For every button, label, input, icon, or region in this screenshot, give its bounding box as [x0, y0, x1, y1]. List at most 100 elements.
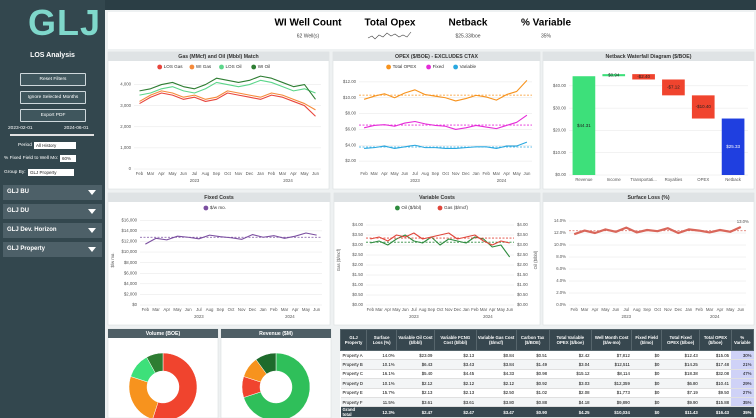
table-cell: $4.45: [434, 369, 477, 380]
button[interactable]: Export PDF: [20, 109, 86, 122]
table-cell: Property B: [340, 359, 367, 370]
panel-header: [221, 329, 331, 338]
panel-header: [543, 193, 754, 202]
kpi-title: Total Opex: [365, 18, 416, 29]
legend-label: Total OPEX: [393, 64, 417, 69]
filter-dropdown[interactable]: GLJ Dev. Horizon: [3, 223, 102, 238]
table-row: Property C 16.1% $5.40 $4.45 $4.33 $0.98 $15.1…: [340, 369, 754, 380]
y-tick-label: $0.50: [352, 292, 363, 297]
x-tick-label: Oct: [224, 171, 231, 176]
panel: [332, 51, 541, 190]
y-axis-label: $/w mo.: [110, 252, 115, 267]
y-tick-label: $4.00: [517, 222, 528, 227]
table-cell: 21%: [731, 359, 754, 370]
table-cell: 35%: [731, 406, 754, 418]
x-tick-label: Dec: [454, 307, 462, 312]
table-cell: $3.03: [549, 378, 592, 389]
pie-segment: [243, 352, 311, 418]
date-end: 2024-06-01: [64, 126, 89, 131]
legend-label: Gas ($/mcf): [444, 205, 468, 210]
legend-swatch: [453, 64, 458, 70]
table-cell: $2.13: [396, 388, 435, 398]
y-tick-label: $8,000: [124, 260, 138, 265]
series-line: [370, 232, 510, 246]
y-tick-label: 4,000: [120, 82, 131, 87]
slider[interactable]: [10, 134, 94, 136]
filter-dropdown[interactable]: GLJ Property: [3, 242, 102, 257]
filter-dropdown[interactable]: GLJ BU: [3, 185, 102, 200]
table-cell: 35%: [731, 397, 754, 408]
x-tick-label: May: [168, 171, 177, 176]
panel-title: Netback Waterfall Diagram ($/BOE): [605, 54, 691, 60]
y2-axis-label: Oil ($/bbl): [533, 250, 538, 269]
dashboard: WI Well Count 62 Well(s) Total Opex Netb…: [105, 0, 756, 418]
table-cell: 27%: [731, 388, 754, 398]
x-tick-label: Apr: [292, 307, 299, 312]
panel-title: Revenue ($M): [259, 331, 293, 337]
x-tick-label: Mar: [493, 171, 501, 176]
table-cell: $14.25: [661, 359, 700, 370]
top-bar: [105, 0, 756, 10]
legend-label: Variable: [460, 64, 477, 69]
table-cell: Property E: [340, 388, 367, 398]
table-cell: $3.80: [476, 397, 517, 408]
group-select[interactable]: GLJ Property: [28, 169, 74, 176]
table-cell: $0: [631, 397, 662, 408]
table-cell: $7,812: [591, 350, 632, 361]
button[interactable]: Reset Filters: [20, 73, 86, 86]
data-label: -$7.12: [667, 85, 680, 90]
x-group-label: 2024: [283, 178, 293, 183]
table-cell: $2.08: [549, 388, 592, 398]
filter-dropdown[interactable]: GLJ DU: [3, 204, 102, 219]
y-tick-label: $0: [132, 302, 137, 307]
x-group-label: 2023: [621, 314, 631, 319]
y-tick-label: $6.00: [345, 127, 356, 132]
x-tick-label: Sep: [431, 171, 439, 176]
legend-label: Oil ($/bbl): [401, 205, 421, 210]
x-tick-label: Revenue: [575, 177, 593, 182]
x-tick-label: Apr: [290, 171, 297, 176]
y-tick-label: 2.0%: [556, 290, 566, 295]
x-tick-label: Feb: [268, 171, 276, 176]
table-cell: $0.98: [516, 369, 550, 380]
x-tick-label: Feb: [695, 307, 703, 312]
x-tick-label: Apr: [592, 307, 599, 312]
y-tick-label: $2.50: [517, 252, 528, 257]
x-tick-label: Oct: [228, 307, 235, 312]
x-tick-label: May: [173, 307, 182, 312]
legend-label: WI Oil: [258, 64, 271, 69]
panel: [107, 51, 330, 190]
date-start: 2023-02-01: [8, 126, 33, 131]
x-tick-label: Jan: [257, 171, 265, 176]
legend-swatch: [219, 64, 224, 70]
x-tick-label: Jan: [473, 171, 481, 176]
x-group-label: 2023: [194, 314, 204, 319]
table-cell: $12,511: [591, 359, 632, 370]
table-cell: $17.48: [699, 359, 732, 370]
x-tick-label: Aug: [202, 171, 210, 176]
legend-swatch: [251, 64, 257, 70]
table-cell: Property C: [340, 369, 367, 380]
table-cell: $2.12: [434, 378, 477, 389]
x-tick-label: Feb: [483, 171, 491, 176]
x-tick-label: OPEX: [697, 177, 709, 182]
panel-title: OPEX ($/BOE) - EXCLUDES CTAX: [395, 54, 478, 60]
panel-header: [108, 329, 218, 338]
fixed-input[interactable]: 60%: [60, 155, 76, 162]
x-tick-label: Jun: [401, 171, 409, 176]
table-cell: $3.04: [549, 359, 592, 370]
legend-swatch: [437, 205, 443, 211]
table-cell: $2.12: [396, 378, 435, 389]
series-line: [139, 92, 316, 117]
panel-header: [333, 52, 540, 61]
table-cell: 12.3%: [366, 406, 397, 418]
button[interactable]: Ignore Selected Months: [20, 91, 86, 104]
x-tick-label: Oct: [654, 307, 661, 312]
y-tick-label: $2.00: [517, 262, 528, 267]
x-group-label: 2023: [190, 178, 200, 183]
y-tick-label: 4.0%: [556, 278, 566, 283]
x-group-label: 2024: [497, 178, 507, 183]
period-select[interactable]: All History: [34, 142, 76, 149]
table-row: Property A 14.0% $23.09 $2.13 $0.84 $0.51 $2.4…: [340, 350, 754, 361]
table-cell: $0: [631, 406, 662, 418]
